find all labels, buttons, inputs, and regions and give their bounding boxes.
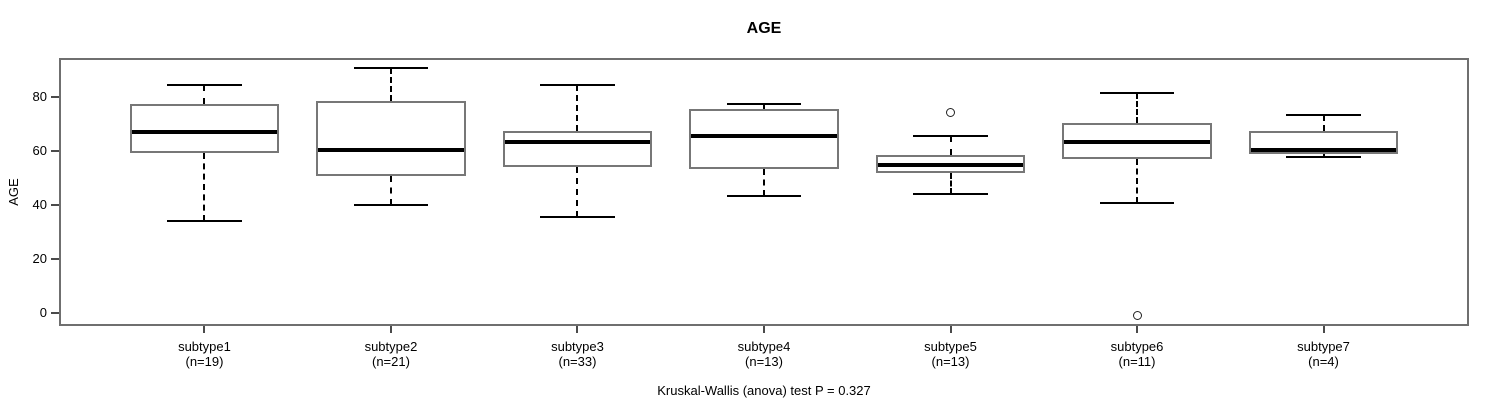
category-count: (n=11) [1118, 354, 1156, 369]
category-name: subtype7 [1297, 339, 1350, 354]
iqr-box [316, 101, 466, 176]
y-tick-label: 0 [39, 305, 47, 321]
upper-whisker-cap [540, 84, 615, 87]
lower-whisker-cap [1099, 201, 1175, 204]
category-count: (n=21) [371, 354, 410, 369]
lower-whisker-line [576, 167, 579, 218]
upper-whisker-line [1136, 93, 1139, 123]
lower-whisker-line [1136, 159, 1139, 203]
y-tick-label: 80 [32, 89, 47, 105]
x-tick-mark [1136, 326, 1139, 333]
upper-whisker-cap [913, 135, 988, 138]
y-tick-label: 20 [32, 251, 47, 267]
x-tick-mark [389, 326, 392, 333]
y-tick-label: 60 [32, 143, 47, 159]
category-count: (n=13) [931, 354, 970, 369]
category-name: subtype6 [1110, 339, 1164, 354]
upper-whisker-cap [353, 66, 429, 69]
lower-whisker-cap [1286, 155, 1361, 158]
chart-title: AGE [746, 20, 782, 37]
lower-whisker-cap [726, 194, 802, 197]
y-tick-label: 40 [32, 197, 47, 213]
category-name: subtype5 [924, 339, 977, 354]
category-count: (n=4) [1308, 354, 1339, 369]
upper-whisker-line [576, 85, 579, 132]
upper-whisker-line [1322, 114, 1325, 132]
upper-whisker-cap [1099, 92, 1175, 95]
y-tick-mark [51, 312, 59, 315]
iqr-box [129, 104, 280, 153]
x-category-label: subtype3 (n=33) [484, 339, 670, 369]
upper-whisker-cap [167, 84, 242, 87]
x-tick-mark [203, 326, 206, 333]
median-line [877, 162, 1024, 167]
median-line [1250, 147, 1397, 152]
lower-whisker-cap [167, 220, 242, 223]
y-tick-mark [51, 204, 59, 207]
outlier-point [946, 107, 955, 117]
x-category-label: subtype6 (n=11) [1044, 339, 1230, 369]
median-line [318, 147, 464, 152]
category-name: subtype3 [551, 339, 604, 354]
x-tick-mark [763, 326, 765, 333]
y-tick-mark [51, 150, 59, 153]
category-name: subtype4 [737, 339, 791, 354]
upper-whisker-line [949, 136, 952, 156]
category-count: (n=33) [558, 354, 597, 369]
x-tick-mark [1322, 326, 1325, 333]
iqr-box [502, 131, 653, 168]
x-category-label: subtype7 (n=4) [1231, 339, 1417, 369]
category-count: (n=13) [745, 354, 783, 369]
lower-whisker-cap [540, 216, 615, 219]
upper-whisker-line [389, 67, 392, 102]
x-category-label: subtype5 (n=13) [858, 339, 1044, 369]
x-tick-mark [576, 326, 579, 333]
lower-whisker-line [949, 172, 952, 195]
category-name: subtype1 [178, 339, 231, 354]
x-category-label: subtype1 (n=19) [111, 339, 297, 369]
lower-whisker-line [203, 152, 206, 222]
lower-whisker-cap [353, 204, 429, 207]
x-category-label: subtype4 (n=13) [671, 339, 857, 369]
lower-whisker-line [389, 175, 392, 206]
lower-whisker-line [763, 168, 765, 196]
upper-whisker-cap [1286, 113, 1361, 116]
stats-caption: Kruskal-Wallis (anova) test P = 0.327 [657, 383, 871, 398]
iqr-box [689, 109, 839, 169]
lower-whisker-cap [913, 193, 988, 196]
median-line [131, 130, 278, 135]
y-tick-mark [51, 96, 59, 99]
upper-whisker-line [203, 85, 206, 105]
upper-whisker-line [763, 104, 765, 110]
category-name: subtype2 [364, 339, 418, 354]
x-category-label: subtype2 (n=21) [298, 339, 484, 369]
outlier-point [1132, 311, 1142, 321]
upper-whisker-cap [726, 103, 802, 106]
median-line [1064, 139, 1210, 144]
x-tick-mark [949, 326, 952, 333]
lower-whisker-line [1322, 153, 1325, 157]
median-line [504, 139, 651, 144]
category-count: (n=19) [185, 354, 224, 369]
y-tick-mark [51, 258, 59, 261]
median-line [691, 134, 837, 139]
